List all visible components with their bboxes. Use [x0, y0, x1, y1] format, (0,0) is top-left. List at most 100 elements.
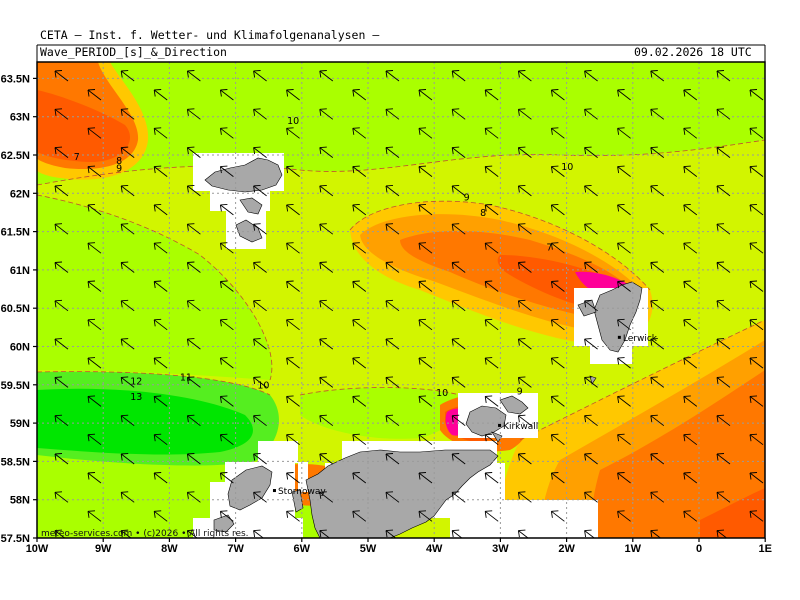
direction-arrow — [352, 395, 367, 407]
map-frame — [36, 61, 766, 539]
direction-arrow — [286, 472, 300, 484]
direction-arrow — [484, 127, 499, 139]
direction-arrow — [749, 242, 764, 254]
direction-arrow — [484, 242, 499, 254]
lon-tick-label: 0 — [696, 543, 702, 555]
direction-arrow — [683, 242, 698, 254]
direction-arrow — [484, 472, 499, 484]
direction-arrow — [716, 453, 731, 465]
direction-arrow — [54, 223, 69, 235]
direction-arrow — [451, 491, 466, 503]
direction-arrow — [517, 223, 532, 235]
place-marker — [617, 335, 621, 339]
direction-arrow — [749, 433, 764, 446]
direction-arrow — [319, 453, 334, 465]
direction-arrow — [550, 89, 565, 101]
direction-arrow — [451, 108, 466, 120]
direction-arrow — [749, 357, 764, 369]
contour-label: 11 — [180, 373, 192, 384]
contour-label: 8 — [480, 208, 486, 219]
institute-title: CETA — Inst. f. Wetter- und Klimafolgena… — [40, 28, 380, 42]
direction-arrow — [716, 376, 731, 388]
direction-arrow — [219, 203, 234, 216]
direction-arrow — [286, 395, 300, 407]
outer-hebrides — [227, 465, 273, 511]
direction-arrow — [683, 472, 698, 484]
direction-arrow — [517, 70, 532, 82]
direction-arrow — [219, 395, 234, 407]
direction-arrow — [219, 89, 234, 101]
lat-tick-label: 61N — [10, 265, 30, 277]
direction-arrow — [186, 414, 201, 427]
direction-arrow — [253, 491, 267, 503]
direction-arrow — [352, 433, 367, 446]
direction-arrow — [418, 280, 433, 292]
latitude-ticks: 63.5N 63N 62.5N 62N 61.5N 61N 60.5N 60N 59.5N 59N… — [1, 73, 37, 545]
direction-arrow — [54, 376, 69, 388]
lat-tick-label: 60.5N — [1, 303, 30, 315]
direction-arrow — [253, 184, 267, 197]
lat-tick-label: 63N — [10, 112, 30, 124]
lon-tick-label: 8W — [161, 543, 178, 555]
direction-arrow — [352, 242, 367, 254]
direction-arrow — [584, 529, 595, 538]
direction-arrow — [87, 165, 102, 177]
direction-arrow — [617, 127, 631, 139]
direction-arrow — [550, 510, 565, 522]
direction-arrow — [286, 165, 300, 177]
direction-arrow — [683, 318, 698, 331]
direction-arrow — [186, 108, 201, 120]
direction-arrow — [286, 280, 300, 292]
direction-arrow — [716, 529, 728, 538]
direction-arrow — [418, 395, 433, 407]
direction-arrow — [451, 529, 463, 538]
direction-arrow — [683, 433, 698, 446]
lat-tick-label: 59.5N — [1, 380, 30, 392]
direction-arrow — [517, 184, 532, 197]
direction-arrow — [87, 203, 102, 216]
direction-arrow — [484, 357, 499, 369]
direction-arrow — [716, 146, 731, 158]
direction-arrow — [650, 70, 665, 82]
direction-arrow — [153, 510, 168, 522]
direction-arrow — [683, 203, 698, 216]
lat-lon-grid — [37, 62, 765, 538]
direction-arrow — [451, 184, 466, 197]
direction-arrow — [716, 70, 731, 82]
direction-arrow — [87, 433, 102, 446]
direction-arrow — [451, 338, 466, 350]
direction-arrow — [683, 357, 698, 369]
direction-arrow — [253, 261, 267, 273]
direction-arrow — [319, 529, 331, 538]
direction-arrow — [352, 203, 367, 216]
direction-arrow — [584, 338, 598, 350]
field-lime-mid — [300, 387, 463, 439]
direction-arrow — [352, 280, 367, 292]
direction-arrow — [186, 529, 198, 538]
direction-arrow — [749, 318, 764, 331]
direction-arrow — [517, 376, 532, 388]
direction-arrow — [253, 529, 264, 538]
direction-arrow — [550, 280, 565, 292]
direction-arrow — [517, 529, 529, 538]
direction-arrow — [716, 184, 731, 197]
lat-tick-label: 62.5N — [1, 150, 30, 162]
direction-arrow — [451, 414, 466, 427]
contour-label: 9 — [517, 386, 523, 397]
direction-arrow — [385, 299, 400, 312]
direction-arrow — [385, 529, 397, 538]
direction-arrow — [683, 165, 698, 177]
direction-arrow — [650, 146, 665, 158]
direction-arrow — [54, 338, 69, 350]
direction-arrow — [186, 146, 201, 158]
direction-arrow — [550, 433, 565, 446]
direction-arrow — [418, 89, 433, 101]
direction-arrow — [385, 376, 400, 388]
direction-arrow — [617, 318, 631, 331]
lon-tick-label: 1E — [758, 543, 771, 555]
direction-arrow — [385, 261, 400, 273]
contour-label: 10 — [257, 380, 269, 391]
direction-arrow — [219, 165, 234, 177]
direction-arrow — [120, 338, 135, 350]
